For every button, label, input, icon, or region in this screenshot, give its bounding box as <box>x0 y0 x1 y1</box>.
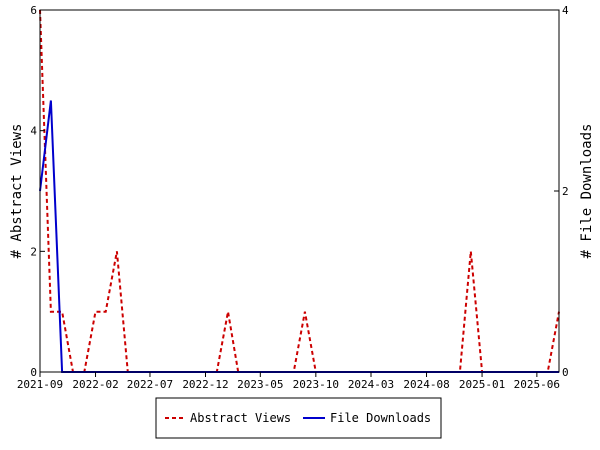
left-tick-label: 0 <box>30 366 37 379</box>
x-tick-label: 2022-12 <box>182 378 228 391</box>
series-line-abstract-views <box>39 9 560 373</box>
left-tick-label: 6 <box>30 4 37 17</box>
legend-box <box>155 397 442 439</box>
left-axis: 0 2 4 6 <box>30 4 45 379</box>
right-axis: 0 2 4 <box>554 4 569 379</box>
legend-label-abstract-views: Abstract Views <box>190 411 291 425</box>
left-axis-title: # Abstract Views <box>9 124 25 259</box>
x-axis: 2021-09 2022-02 2022-07 2022-12 2023-05 2023-… <box>17 372 560 391</box>
x-tick-label: 2024-03 <box>348 378 394 391</box>
legend: Abstract Views File Downloads <box>155 397 442 439</box>
left-tick-label: 4 <box>30 125 37 138</box>
x-tick-label: 2021-09 <box>17 378 63 391</box>
x-tick-label: 2025-01 <box>459 378 505 391</box>
right-tick-label: 4 <box>562 4 569 17</box>
right-tick-label: 2 <box>562 185 569 198</box>
x-tick-label: 2023-10 <box>293 378 339 391</box>
x-tick-label: 2022-07 <box>127 378 173 391</box>
x-tick-label: 2025-06 <box>514 378 560 391</box>
x-tick-label: 2023-05 <box>237 378 283 391</box>
legend-label-file-downloads: File Downloads <box>330 411 431 425</box>
x-tick-label: 2022-02 <box>72 378 118 391</box>
left-tick-label: 2 <box>30 245 37 258</box>
right-tick-label: 0 <box>562 366 569 379</box>
x-tick-label: 2024-08 <box>403 378 449 391</box>
right-axis-title: # File Downloads <box>579 124 595 259</box>
